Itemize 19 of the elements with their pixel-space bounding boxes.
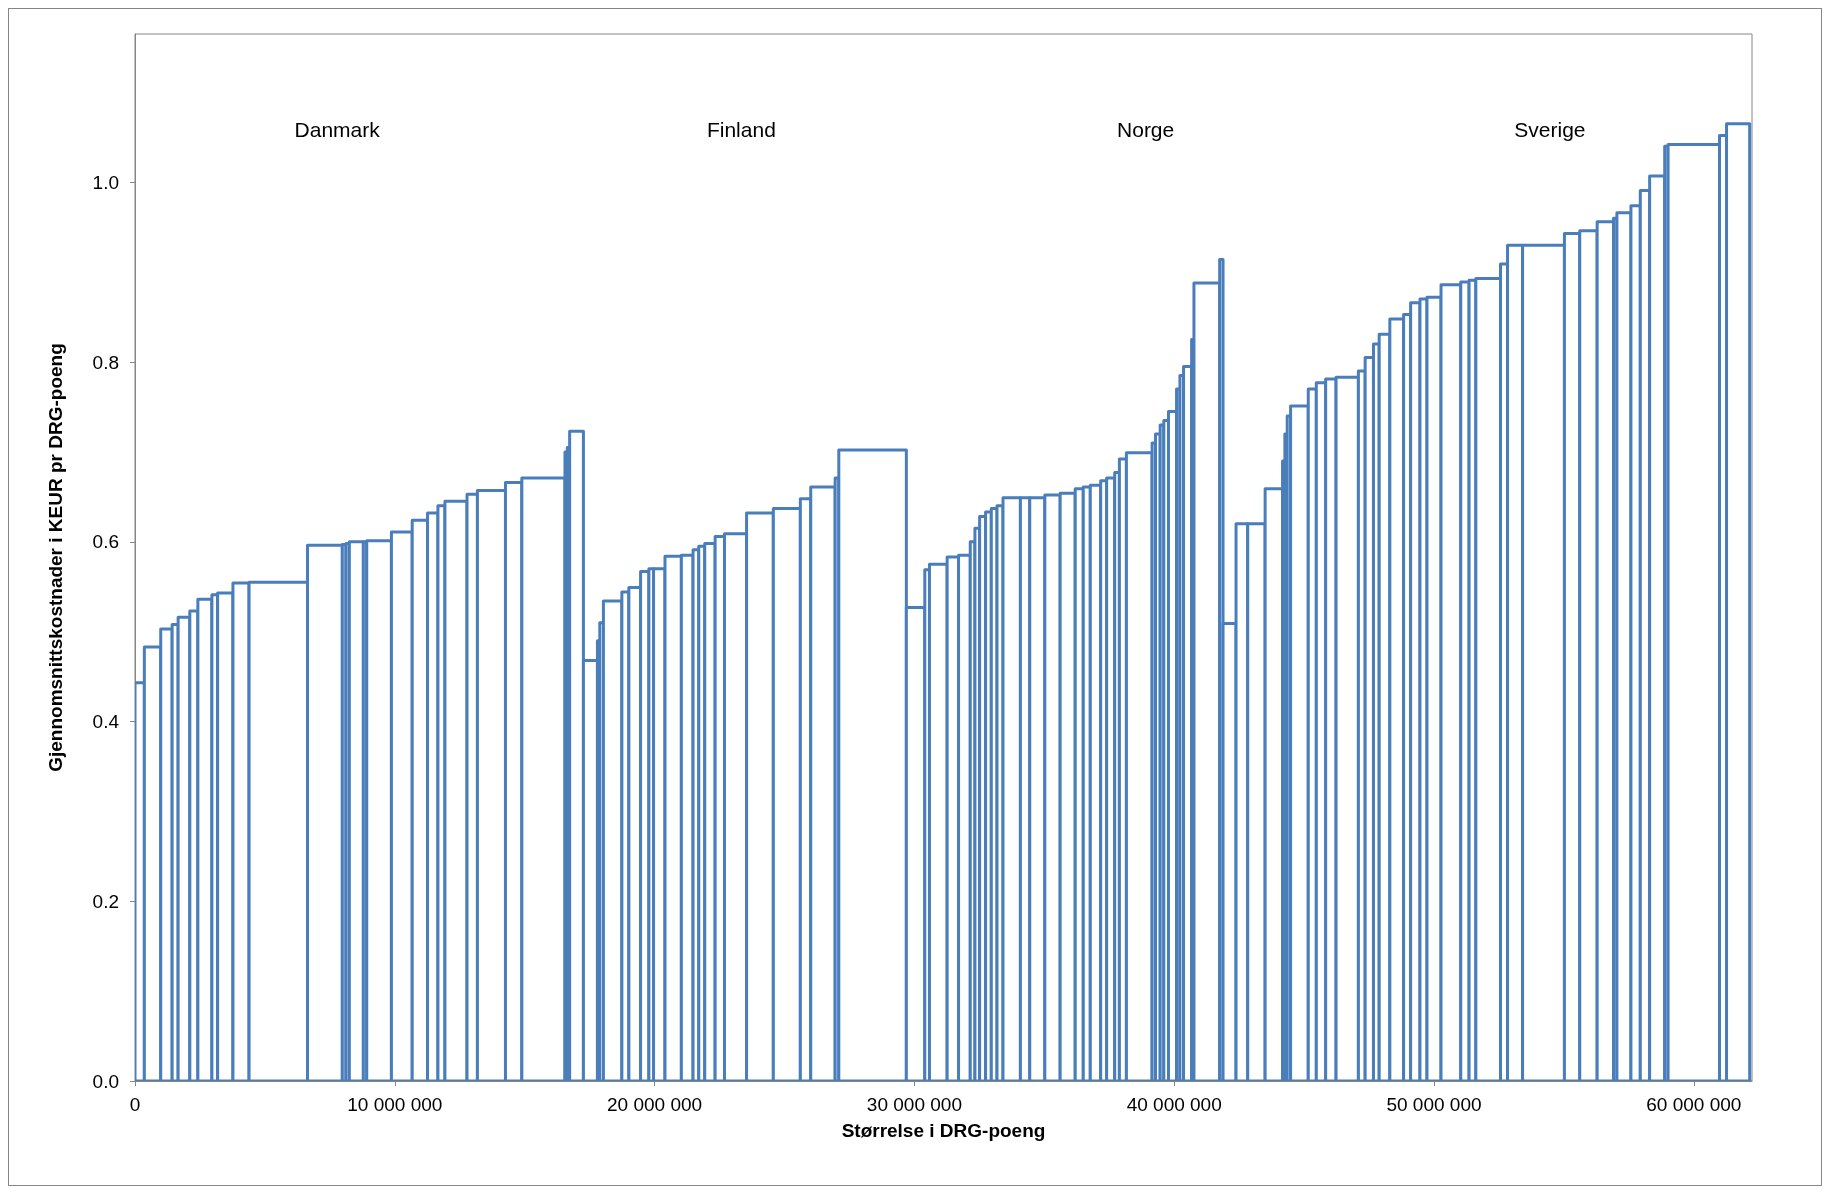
annotation: Sverige xyxy=(1514,117,1586,141)
annotation: Norge xyxy=(1117,117,1175,141)
annotation: Finland xyxy=(706,117,776,141)
x-axis-title: Størrelse i DRG-poeng xyxy=(841,1120,1046,1141)
y-tick-label: 0.8 xyxy=(92,351,119,373)
y-tick-label: 1.0 xyxy=(92,171,119,193)
y-tick-label: 0.6 xyxy=(92,531,119,553)
x-tick-label: 50 000 000 xyxy=(1386,1094,1482,1115)
x-tick-label: 40 000 000 xyxy=(1126,1094,1222,1115)
x-tick-label: 10 000 000 xyxy=(347,1094,443,1115)
y-axis-title: Gjennomsnittskostnader i KEUR pr DRG-poeng xyxy=(45,343,66,772)
y-tick-label: 0.0 xyxy=(92,1070,119,1092)
y-tick-label: 0.4 xyxy=(92,711,120,733)
annotation: Danmark xyxy=(294,117,381,141)
y-tick-label: 0.2 xyxy=(92,890,119,912)
x-tick-label: 30 000 000 xyxy=(866,1094,962,1115)
x-tick-label: 20 000 000 xyxy=(607,1094,703,1115)
x-tick-label: 0 xyxy=(129,1094,141,1115)
x-tick-label: 60 000 000 xyxy=(1646,1094,1742,1115)
